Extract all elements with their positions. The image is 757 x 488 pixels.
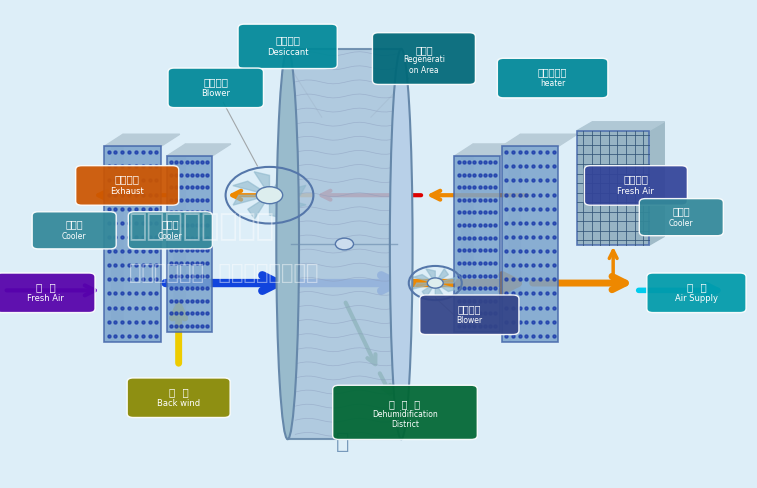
Polygon shape <box>454 144 519 156</box>
FancyBboxPatch shape <box>288 49 401 439</box>
Polygon shape <box>509 134 520 342</box>
Text: 再生风出: 再生风出 <box>114 175 140 184</box>
FancyBboxPatch shape <box>646 273 746 312</box>
Polygon shape <box>577 122 665 130</box>
FancyBboxPatch shape <box>168 68 263 108</box>
FancyBboxPatch shape <box>332 386 477 439</box>
Text: Desiccant: Desiccant <box>267 48 308 57</box>
Text: 新  风: 新 风 <box>36 282 55 292</box>
Polygon shape <box>233 181 269 195</box>
FancyBboxPatch shape <box>238 24 337 68</box>
Polygon shape <box>462 144 473 332</box>
Polygon shape <box>649 122 665 245</box>
FancyBboxPatch shape <box>104 146 160 342</box>
FancyBboxPatch shape <box>501 146 558 342</box>
Polygon shape <box>174 144 185 332</box>
Text: Blower: Blower <box>201 89 230 98</box>
Text: Back wind: Back wind <box>157 399 200 408</box>
Polygon shape <box>269 195 306 209</box>
FancyBboxPatch shape <box>32 212 116 249</box>
Text: Dehumidification
District: Dehumidification District <box>372 409 438 429</box>
Text: Fresh Air: Fresh Air <box>27 294 64 303</box>
FancyBboxPatch shape <box>419 295 519 335</box>
Text: 地下室除湿机配置: 地下室除湿机配置 <box>129 212 275 242</box>
Text: 除  湿  区: 除 湿 区 <box>389 399 421 409</box>
Text: heater: heater <box>540 80 565 88</box>
FancyBboxPatch shape <box>372 33 475 84</box>
Polygon shape <box>248 195 269 219</box>
Polygon shape <box>426 269 435 283</box>
Text: ⌒: ⌒ <box>335 432 349 451</box>
Text: Regenerati
on Area: Regenerati on Area <box>403 56 445 75</box>
Ellipse shape <box>390 49 413 439</box>
Text: 冷却器: 冷却器 <box>65 220 83 229</box>
Polygon shape <box>435 277 457 283</box>
Text: Blower: Blower <box>456 316 482 325</box>
FancyBboxPatch shape <box>584 165 687 205</box>
Polygon shape <box>435 283 457 291</box>
Text: 再生风进: 再生风进 <box>623 175 649 184</box>
Polygon shape <box>501 134 577 146</box>
Polygon shape <box>167 144 231 156</box>
FancyBboxPatch shape <box>167 156 212 332</box>
FancyBboxPatch shape <box>497 59 608 98</box>
Polygon shape <box>269 185 306 195</box>
Text: Cooler: Cooler <box>158 232 182 241</box>
Polygon shape <box>233 195 269 205</box>
Text: Fresh Air: Fresh Air <box>618 187 654 196</box>
Polygon shape <box>111 134 123 342</box>
Polygon shape <box>435 283 444 297</box>
Polygon shape <box>413 275 435 283</box>
FancyBboxPatch shape <box>127 378 230 418</box>
Text: 地库除湿设备  地下室除湿机品牌: 地库除湿设备 地下室除湿机品牌 <box>129 264 318 283</box>
Text: 回  风: 回 风 <box>169 387 188 397</box>
FancyBboxPatch shape <box>128 212 212 249</box>
Text: 再生风机: 再生风机 <box>203 77 229 87</box>
Text: 送  风: 送 风 <box>687 282 706 292</box>
Text: Cooler: Cooler <box>669 219 693 227</box>
Circle shape <box>427 278 443 288</box>
Polygon shape <box>269 172 291 195</box>
FancyBboxPatch shape <box>454 156 500 332</box>
FancyBboxPatch shape <box>76 165 179 205</box>
Text: 冷却器: 冷却器 <box>161 220 179 229</box>
Circle shape <box>335 238 354 250</box>
Text: 除湿风机: 除湿风机 <box>457 304 481 314</box>
Text: 除湿转轮: 除湿转轮 <box>275 36 301 45</box>
Polygon shape <box>269 195 285 219</box>
Text: Air Supply: Air Supply <box>675 294 718 303</box>
Polygon shape <box>435 269 448 283</box>
Text: 再生区: 再生区 <box>415 46 433 56</box>
FancyBboxPatch shape <box>577 130 649 245</box>
Polygon shape <box>104 134 179 146</box>
Polygon shape <box>254 172 269 195</box>
Text: 冷却器: 冷却器 <box>672 206 690 216</box>
FancyBboxPatch shape <box>639 199 723 236</box>
Circle shape <box>257 187 282 203</box>
Polygon shape <box>422 283 435 297</box>
Text: Exhaust: Exhaust <box>111 187 144 196</box>
Text: 再生加热器: 再生加热器 <box>538 67 567 77</box>
FancyBboxPatch shape <box>0 273 95 312</box>
Polygon shape <box>413 283 435 289</box>
Text: Cooler: Cooler <box>62 232 86 241</box>
Ellipse shape <box>276 49 299 439</box>
